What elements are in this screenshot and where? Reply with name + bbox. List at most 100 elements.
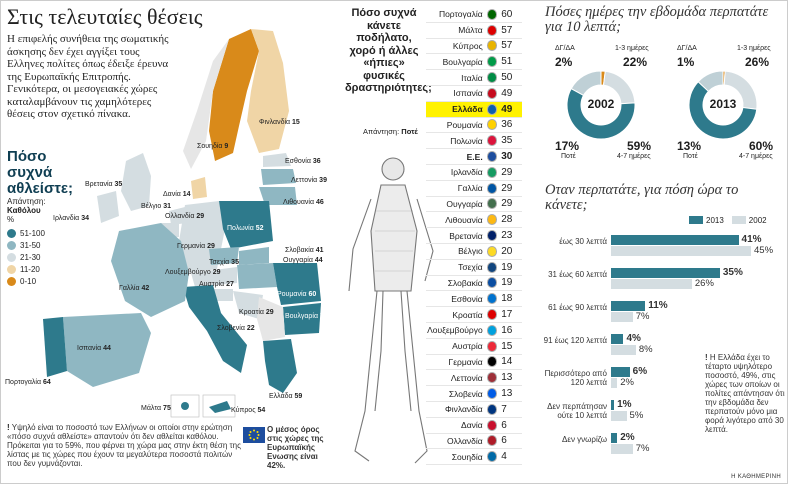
walk-time-bar bbox=[611, 268, 720, 278]
map-ireland bbox=[97, 191, 119, 223]
map-greece bbox=[263, 339, 297, 393]
walk-days-donut: 2013 ΔΓ/ΔΑ 1-3 ημέρες 1% 26% 13% 60% Ποτέ 4-7 ημ… bbox=[663, 41, 783, 166]
country-value: 31 bbox=[163, 203, 171, 210]
flag-icon bbox=[486, 451, 498, 463]
donut-val-13: 26% bbox=[745, 55, 770, 69]
ranking-question: Πόσο συχνά κάνετε ποδήλατο, χορό ή άλλες… bbox=[345, 7, 432, 94]
walk-time-value: 6% bbox=[632, 366, 648, 377]
walk-time-value: 7% bbox=[635, 443, 650, 454]
country-name: Σλοβακία bbox=[285, 247, 316, 254]
ranking-country: Ουγγαρία bbox=[446, 198, 483, 209]
ranking-country: Λιθουανία bbox=[445, 214, 483, 225]
ranking-value: 6 bbox=[501, 435, 507, 447]
donut-svg bbox=[566, 70, 636, 140]
ranking-country: Ε.Ε. bbox=[466, 151, 483, 162]
country-value: 29 bbox=[212, 269, 221, 276]
donut-cat-47: 4-7 ημέρες bbox=[617, 153, 651, 160]
ranking-row: Πορτογαλία 60 bbox=[426, 7, 522, 23]
map-note-text: Υψηλό είναι το ποσοστό των Ελλήνων οι οπ… bbox=[7, 423, 241, 468]
donut-val-47: 60% bbox=[749, 139, 774, 153]
donut-svg bbox=[688, 70, 758, 140]
ranking-value: 7 bbox=[501, 403, 507, 415]
walk-time-value: 41% bbox=[741, 234, 762, 245]
ranking-row: Βρετανία 23 bbox=[426, 228, 522, 244]
exclamation-icon: ! bbox=[7, 423, 10, 432]
map-romania bbox=[273, 263, 321, 305]
country-name: Κροατία bbox=[239, 309, 266, 316]
map-country-label: Ρουμανία 60 bbox=[277, 291, 316, 298]
walk-time-bar bbox=[611, 279, 692, 289]
walk-time-value: 4% bbox=[626, 333, 641, 344]
ranking-row: Λεττονία 13 bbox=[426, 370, 522, 387]
country-value: 14 bbox=[182, 191, 191, 198]
map-answer-value: Καθόλου bbox=[7, 206, 41, 215]
map-balkans bbox=[257, 297, 285, 341]
walk-time-value: 35% bbox=[722, 267, 743, 278]
ranking-row: Ισπανία 49 bbox=[426, 86, 522, 102]
map-heading: Πόσο συχνά αθλείστε; bbox=[7, 148, 74, 197]
ranking-row: Ουγγαρία 29 bbox=[426, 197, 522, 213]
walk-days-donuts: 2002 ΔΓ/ΔΑ 1-3 ημέρες 2% 22% 17% 59% Ποτέ 4-7 ημ… bbox=[541, 41, 786, 171]
ranking-country: Κροατία bbox=[452, 309, 483, 320]
country-value: 29 bbox=[265, 309, 274, 316]
ranking-answer-value: Ποτέ bbox=[401, 127, 418, 136]
ranking-country: Γερμανία bbox=[448, 356, 483, 367]
map-country-label: Ουγγαρία 44 bbox=[283, 257, 323, 264]
map-unit: % bbox=[7, 215, 15, 224]
ranking-value: 19 bbox=[501, 277, 513, 289]
ranking-country: Λουξεμβούργο bbox=[427, 325, 483, 336]
map-sweden bbox=[209, 29, 259, 161]
country-value: 59 bbox=[294, 393, 303, 400]
ranking-value: 23 bbox=[501, 230, 513, 242]
walk-time-value: 11% bbox=[648, 300, 668, 311]
country-name: Λουξεμβούργο bbox=[165, 269, 213, 276]
country-name: Βουλγαρία bbox=[285, 313, 320, 320]
runner-illustration bbox=[348, 157, 434, 464]
country-value: 41 bbox=[315, 247, 324, 254]
country-name: Ρουμανία bbox=[277, 291, 309, 298]
country-name: Γερμανία bbox=[177, 243, 208, 250]
ranking-value: 19 bbox=[501, 261, 513, 273]
country-value: 64 bbox=[42, 379, 51, 386]
ranking-country: Σλοβενία bbox=[448, 388, 483, 399]
map-croatia bbox=[233, 291, 263, 319]
ranking-value: 15 bbox=[501, 340, 513, 352]
ranking-value: 60 bbox=[501, 8, 513, 20]
map-country-label: Ιταλία 60 bbox=[193, 361, 221, 368]
legend-label: 2002 bbox=[748, 215, 767, 225]
ranking-country: Μάλτα bbox=[458, 25, 483, 36]
country-value: 9 bbox=[224, 143, 229, 150]
walk-time-category: Δεν περπάτησαν ούτε 10 λεπτά bbox=[547, 402, 607, 420]
ranking-country: Ρουμανία bbox=[446, 119, 483, 130]
country-value: 35 bbox=[231, 259, 239, 266]
donut-val-na: 2% bbox=[555, 55, 573, 69]
map-uk bbox=[121, 153, 151, 211]
flag-icon bbox=[486, 230, 498, 242]
ranking-row: Γερμανία 14 bbox=[426, 355, 522, 371]
flag-icon bbox=[486, 419, 498, 431]
flag-icon bbox=[486, 403, 498, 415]
walk-time-bar bbox=[611, 235, 739, 245]
walk-time-bar bbox=[611, 312, 633, 322]
ranking-row: Τσεχία 19 bbox=[426, 260, 522, 276]
ranking-answer-label: Απάντηση: bbox=[363, 127, 400, 136]
walk-time-value: 8% bbox=[638, 344, 653, 355]
legend-label: 2013 bbox=[706, 215, 724, 225]
ranking-country: Ιταλία bbox=[461, 72, 483, 83]
legend-swatch bbox=[731, 216, 746, 224]
country-name: Λιθουανία bbox=[283, 199, 316, 206]
country-name: Πολωνία bbox=[227, 225, 256, 232]
ranking-row: Ιρλανδία 29 bbox=[426, 165, 522, 181]
ranking-country: Σουηδία bbox=[451, 451, 483, 462]
walk-time-category: Δεν γνωρίζω bbox=[562, 435, 607, 444]
map-country-label: Βουλγαρία 78 bbox=[285, 313, 328, 320]
map-country-label: Εσθονία 36 bbox=[285, 158, 321, 165]
flag-icon bbox=[486, 435, 498, 447]
legend-swatch bbox=[7, 252, 16, 262]
country-name: Ελλάδα bbox=[269, 393, 295, 400]
ranking-country: Εσθονία bbox=[451, 293, 483, 304]
flag-icon bbox=[486, 24, 498, 36]
flag-icon bbox=[486, 151, 498, 163]
country-name: Ιταλία bbox=[193, 361, 213, 368]
ranking-row: Κροατία 17 bbox=[426, 307, 522, 323]
